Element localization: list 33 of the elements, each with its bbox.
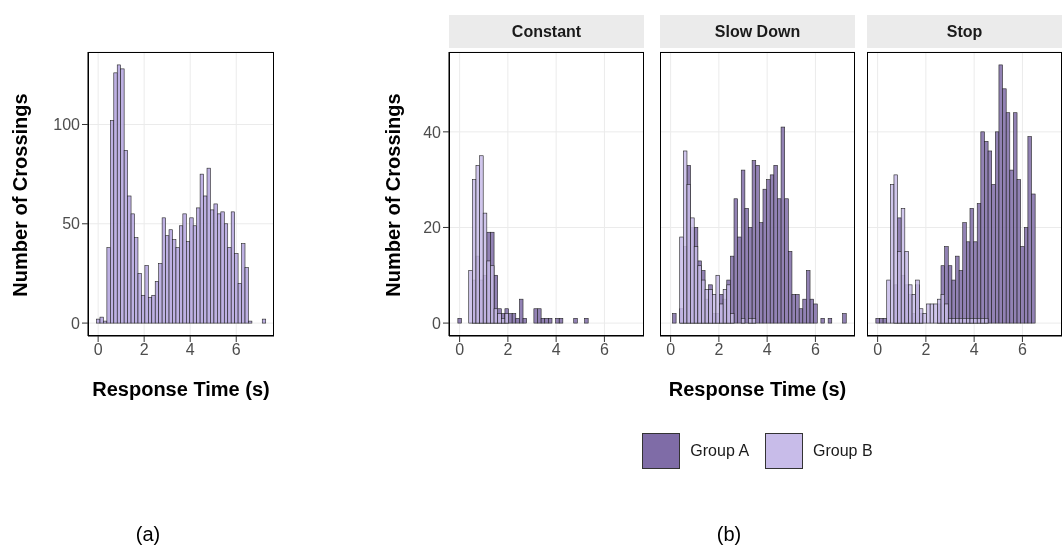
x-axis-title: Response Time (s) (91, 378, 271, 401)
x-tick-label: 6 (599, 341, 609, 359)
x-tick-label: 2 (714, 341, 724, 359)
y-tick-label: 20 (423, 219, 442, 237)
legend-label: Group A (690, 442, 750, 460)
y-tick-label: 50 (62, 215, 81, 233)
x-tick-label: 0 (666, 341, 676, 359)
x-axis-title: Response Time (s) (667, 378, 848, 401)
x-tick-label: 0 (455, 341, 465, 359)
y-tick-label: 100 (53, 116, 81, 134)
x-tick-label: 6 (1017, 341, 1027, 359)
y-tick-label: 0 (432, 314, 442, 332)
x-tick-label: 2 (139, 341, 149, 359)
y-axis-title: Number of Crossings (9, 92, 32, 299)
x-tick-label: 6 (231, 341, 241, 359)
x-tick-label: 4 (185, 341, 195, 359)
x-tick-label: 4 (969, 341, 979, 359)
legend-label: Group B (813, 442, 873, 460)
text: (b) (715, 523, 743, 546)
chart-title: Slow Down (660, 15, 855, 48)
chart-title: Constant (449, 15, 644, 48)
chart-title: Stop (867, 15, 1062, 48)
text: (a) (134, 523, 162, 546)
x-tick-label: 4 (762, 341, 772, 359)
y-tick-label: 0 (71, 314, 81, 332)
x-tick-label: 0 (873, 341, 883, 359)
x-tick-label: 2 (503, 341, 513, 359)
y-axis-title: Number of Crossings (382, 92, 405, 299)
x-tick-label: 0 (93, 341, 103, 359)
y-tick-label: 40 (423, 123, 442, 141)
x-tick-label: 2 (921, 341, 931, 359)
x-tick-label: 6 (810, 341, 820, 359)
x-tick-label: 4 (551, 341, 561, 359)
